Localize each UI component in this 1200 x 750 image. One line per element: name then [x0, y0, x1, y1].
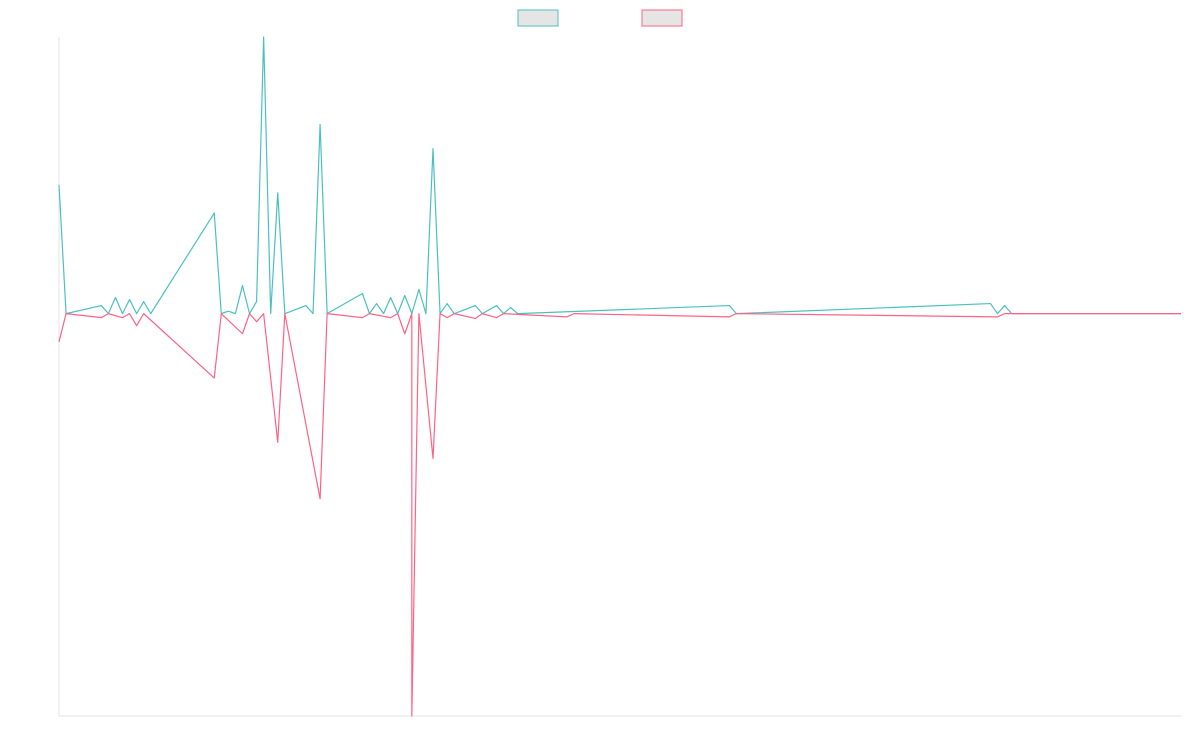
series-line-1[interactable] [58, 36, 1181, 315]
series-line-2[interactable] [58, 313, 1181, 717]
legend [517, 9, 683, 27]
legend-swatch-1[interactable] [517, 9, 559, 27]
series-layer [58, 36, 1181, 717]
legend-swatch-2[interactable] [641, 9, 683, 27]
axes [58, 37, 1181, 717]
